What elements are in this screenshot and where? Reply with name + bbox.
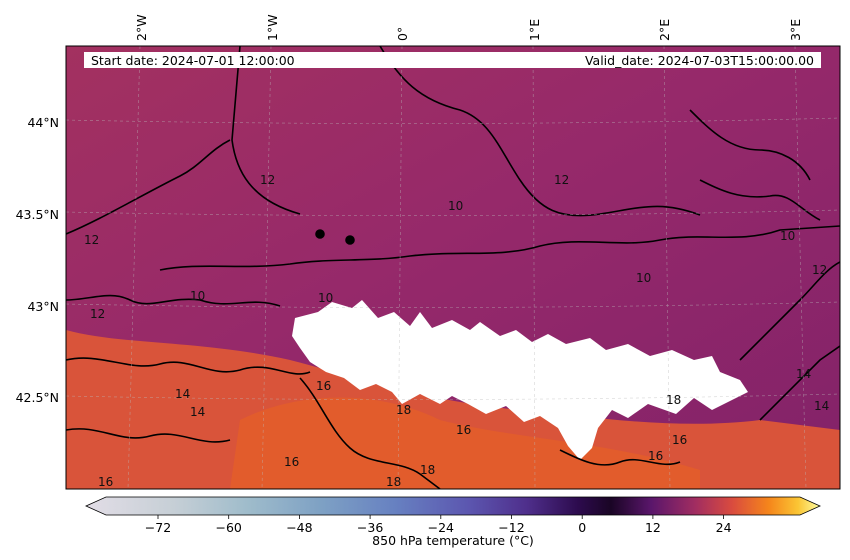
colorbar-tick-label: −72 [145,520,171,535]
colorbar-tick-label: −36 [357,520,383,535]
colorbar: −72 −60 −48 −36 −24 −12 0 12 24 850 hPa temperat… [85,496,821,548]
contour-label: 12 [84,233,99,247]
contour-label: 16 [672,433,687,447]
colorbar-label: 850 hPa temperature (°C) [372,533,534,548]
contour-label: 18 [396,403,411,417]
warm-core-region [230,397,700,489]
lon-tick-label: 3°E [788,19,803,41]
contour-label: 18 [666,393,681,407]
map-panel: 12 12 10 10 10 10 12 12 14 14 16 16 18 1… [66,46,840,489]
lat-tick-label: 43.5°N [16,207,59,222]
lat-tick-label: 43°N [27,299,59,314]
colorbar-tick-label: −60 [216,520,242,535]
longitude-ticks: 2°W 1°W 0° 1°E 2°E 3°E [134,14,803,41]
lon-tick-label: 2°W [134,14,149,41]
colorbar-tick-label: 12 [645,520,661,535]
colorbar-tick-label: 24 [716,520,732,535]
contour-label: 18 [420,463,435,477]
lon-tick-label: 0° [395,27,410,41]
lat-tick-label: 44°N [27,115,59,130]
colorbar-ticks: −72 −60 −48 −36 −24 −12 0 12 24 [145,515,732,535]
contour-label: 12 [260,173,275,187]
contour-label: 16 [648,449,663,463]
contour-label: 12 [554,173,569,187]
contour-label: 16 [316,379,331,393]
colorbar-tick-label: −48 [286,520,312,535]
map-frame [65,45,841,490]
contour-label: 14 [175,387,190,401]
latitude-ticks: 44°N 43.5°N 43°N 42.5°N [16,115,59,405]
contour-label: 16 [98,475,113,489]
contour-label: 12 [812,263,827,277]
contour-label: 12 [90,307,105,321]
contour-label: 10 [780,229,795,243]
colorbar-bar [85,496,821,516]
contour-label: 10 [318,291,333,305]
contour-label: 10 [190,289,205,303]
lat-tick-label: 42.5°N [16,390,59,405]
lon-tick-label: 2°E [657,19,672,41]
start-date-text: Start date: 2024-07-01 12:00:00 [91,53,295,68]
contour-label: 14 [814,399,829,413]
contour-label: 14 [796,367,811,381]
lon-tick-label: 1°W [265,14,280,41]
contour-label: 16 [284,455,299,469]
contour-label: 14 [190,405,205,419]
valid-date-text: Valid_date: 2024-07-03T15:00:00.00 [585,53,814,68]
colorbar-tick-label: −12 [498,520,524,535]
lon-tick-label: 1°E [527,19,542,41]
contour-label: 10 [448,199,463,213]
contour-label: 18 [386,475,401,489]
contour-label: 10 [636,271,651,285]
masked-terrain [292,300,748,460]
colorbar-tick-label: −24 [428,520,454,535]
graticule [66,46,840,489]
contour-lines [66,46,840,489]
contour-label: 16 [456,423,471,437]
forecast-info-box: Start date: 2024-07-01 12:00:00 Valid_da… [84,52,821,68]
contour-labels: 12 12 10 10 10 10 12 12 14 14 16 16 18 1… [84,173,829,489]
colorbar-tick-label: 0 [578,520,586,535]
